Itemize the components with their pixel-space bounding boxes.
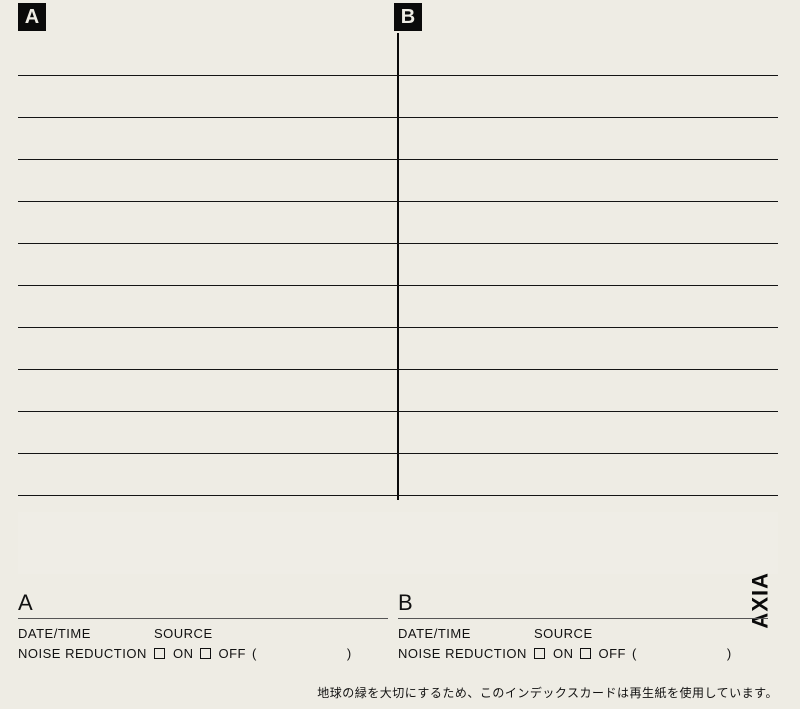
- ruled-line: [18, 495, 778, 496]
- noise-reduction-label: NOISE REDUCTION: [18, 646, 148, 661]
- ruled-line: [18, 285, 778, 286]
- spine-band: AXIA: [18, 512, 778, 574]
- ruled-lines: [18, 33, 778, 500]
- nr-on-label: ON: [173, 646, 194, 661]
- meta-side-a: A DATE/TIME SOURCE NOISE REDUCTION ON OF…: [18, 590, 398, 663]
- side-b-badge: B: [394, 3, 422, 31]
- ruled-line: [18, 243, 778, 244]
- ruled-line: [18, 159, 778, 160]
- nr-off-checkbox[interactable]: [580, 648, 591, 659]
- source-label: SOURCE: [534, 626, 593, 641]
- nr-on-checkbox[interactable]: [154, 648, 165, 659]
- noise-reduction-label: NOISE REDUCTION: [398, 646, 528, 661]
- meta-heading-b: B: [398, 590, 768, 619]
- side-a-badge: A: [18, 3, 46, 31]
- nr-off-label: OFF: [219, 646, 247, 661]
- cassette-index-card: A B AXIA A DATE/TIME SOURCE NOISE REDUCT…: [0, 0, 800, 709]
- nr-paren: (): [252, 646, 352, 661]
- recycled-paper-note: 地球の緑を大切にするため、このインデックスカードは再生紙を使用しています。: [317, 684, 778, 701]
- ruled-line: [18, 411, 778, 412]
- metadata-footer: A DATE/TIME SOURCE NOISE REDUCTION ON OF…: [18, 590, 778, 663]
- meta-heading-a: A: [18, 590, 388, 619]
- meta-side-b: B DATE/TIME SOURCE NOISE REDUCTION ON OF…: [398, 590, 778, 663]
- nr-off-checkbox[interactable]: [200, 648, 211, 659]
- nr-paren: (): [632, 646, 732, 661]
- nr-on-label: ON: [553, 646, 574, 661]
- ruled-line: [18, 369, 778, 370]
- ruled-line: [18, 453, 778, 454]
- date-time-label: DATE/TIME: [398, 626, 528, 641]
- nr-off-label: OFF: [599, 646, 627, 661]
- ruled-line: [18, 327, 778, 328]
- ruled-line: [18, 201, 778, 202]
- ruled-line: [18, 117, 778, 118]
- source-label: SOURCE: [154, 626, 213, 641]
- ruled-line: [18, 75, 778, 76]
- nr-on-checkbox[interactable]: [534, 648, 545, 659]
- date-time-label: DATE/TIME: [18, 626, 148, 641]
- track-listing-area: A B: [18, 0, 778, 500]
